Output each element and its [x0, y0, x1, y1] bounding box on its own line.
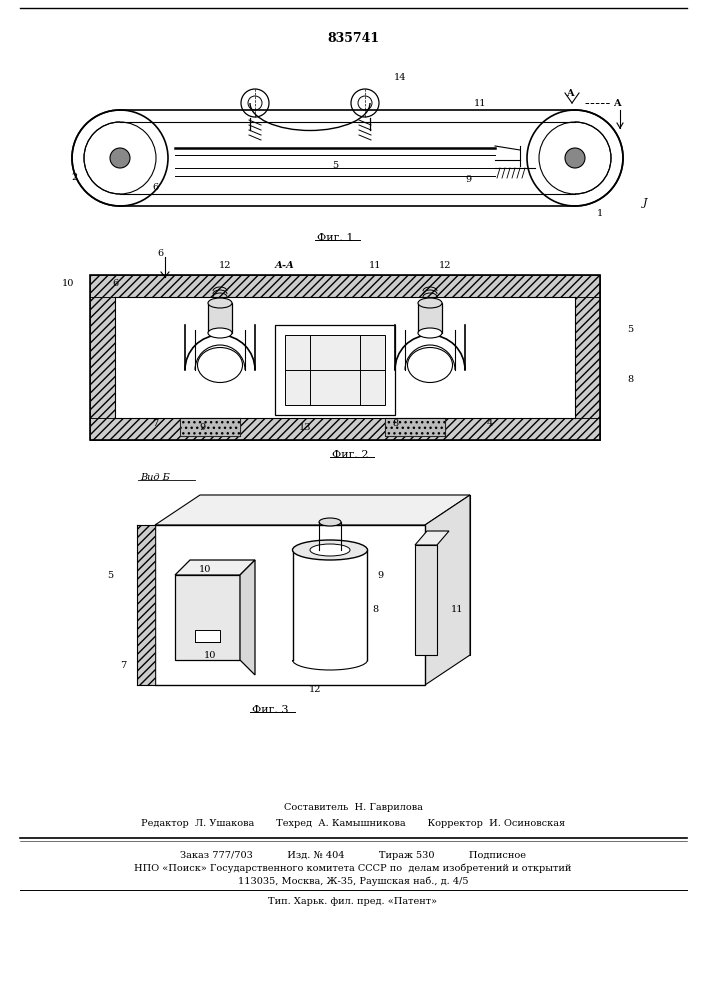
Text: Вид Б: Вид Б	[140, 474, 170, 483]
Text: 10: 10	[199, 566, 211, 574]
Text: 10: 10	[204, 650, 216, 660]
Polygon shape	[240, 560, 255, 675]
Text: 9: 9	[199, 422, 205, 432]
Ellipse shape	[208, 298, 232, 308]
Text: 6: 6	[152, 184, 158, 192]
Bar	[115, 297, 575, 418]
Bar	[195, 630, 220, 642]
Text: 8: 8	[392, 418, 398, 428]
Bar	[385, 418, 445, 436]
Text: 4: 4	[487, 418, 493, 428]
Text: 113035, Москва, Ж-35, Раушская наб., д. 4/5: 113035, Москва, Ж-35, Раушская наб., д. …	[238, 876, 468, 886]
Bar	[90, 275, 600, 440]
Bar	[208, 303, 232, 333]
Text: 9: 9	[465, 176, 471, 184]
Text: Фиг. 2: Фиг. 2	[332, 450, 368, 460]
Text: 8: 8	[372, 605, 378, 614]
Text: 9: 9	[377, 570, 383, 580]
Circle shape	[527, 110, 623, 206]
Text: A: A	[613, 99, 621, 107]
Polygon shape	[200, 495, 470, 655]
Bar	[175, 575, 240, 660]
Bar	[275, 325, 395, 415]
Bar	[418, 303, 442, 333]
Text: Фиг. 1: Фиг. 1	[317, 233, 354, 243]
Text: 8: 8	[627, 375, 633, 384]
Bar	[575, 297, 600, 418]
Text: J: J	[643, 198, 647, 208]
Polygon shape	[155, 525, 425, 685]
Text: Составитель  Н. Гаврилова: Составитель Н. Гаврилова	[284, 804, 423, 812]
Circle shape	[110, 148, 130, 168]
Text: 14: 14	[394, 74, 407, 83]
Text: A: A	[566, 89, 574, 98]
Text: 11: 11	[369, 260, 381, 269]
Text: 6: 6	[112, 278, 118, 288]
Circle shape	[72, 110, 168, 206]
Ellipse shape	[208, 328, 232, 338]
Text: Редактор  Л. Ушакова       Техред  А. Камышникова       Корректор  И. Осиновская: Редактор Л. Ушакова Техред А. Камышников…	[141, 818, 565, 828]
Text: НПО «Поиск» Государственного комитета СССР по  делам изобретений и открытий: НПО «Поиск» Государственного комитета СС…	[134, 863, 572, 873]
Text: Тип. Харьк. фил. пред. «Патент»: Тип. Харьк. фил. пред. «Патент»	[269, 898, 438, 906]
Bar	[385, 418, 445, 436]
Bar	[90, 275, 600, 297]
Text: 12: 12	[309, 686, 321, 694]
Text: Заказ 777/703           Изд. № 404           Тираж 530           Подписное: Заказ 777/703 Изд. № 404 Тираж 530 Подпи…	[180, 850, 526, 859]
Bar	[90, 297, 115, 418]
Text: 11: 11	[474, 99, 486, 107]
Polygon shape	[175, 560, 255, 575]
Ellipse shape	[310, 544, 350, 556]
Bar	[415, 545, 437, 655]
Text: 5: 5	[107, 570, 113, 580]
Text: 6: 6	[157, 248, 163, 257]
Bar	[285, 335, 385, 405]
Bar	[137, 525, 155, 685]
Text: 11: 11	[451, 605, 463, 614]
Circle shape	[84, 122, 156, 194]
Text: 12: 12	[218, 260, 231, 269]
Text: 12: 12	[439, 260, 451, 269]
Ellipse shape	[418, 298, 442, 308]
Text: 5: 5	[332, 161, 338, 170]
Bar	[90, 418, 600, 440]
Ellipse shape	[293, 540, 368, 560]
Circle shape	[565, 148, 585, 168]
Text: 1: 1	[597, 209, 603, 218]
Text: 7: 7	[120, 660, 126, 670]
Ellipse shape	[418, 328, 442, 338]
Text: А-А: А-А	[275, 260, 295, 269]
Text: 10: 10	[62, 278, 74, 288]
Bar	[180, 418, 240, 436]
Ellipse shape	[319, 518, 341, 526]
Polygon shape	[155, 495, 470, 525]
Bar	[180, 418, 240, 436]
Polygon shape	[415, 531, 449, 545]
Text: 5: 5	[627, 326, 633, 334]
Text: 835741: 835741	[327, 31, 379, 44]
Text: Фиг. 3: Фиг. 3	[252, 705, 288, 715]
Text: 13: 13	[299, 422, 311, 432]
Text: 7: 7	[152, 418, 158, 428]
Circle shape	[539, 122, 611, 194]
Text: 2: 2	[72, 174, 78, 182]
Polygon shape	[425, 495, 470, 685]
